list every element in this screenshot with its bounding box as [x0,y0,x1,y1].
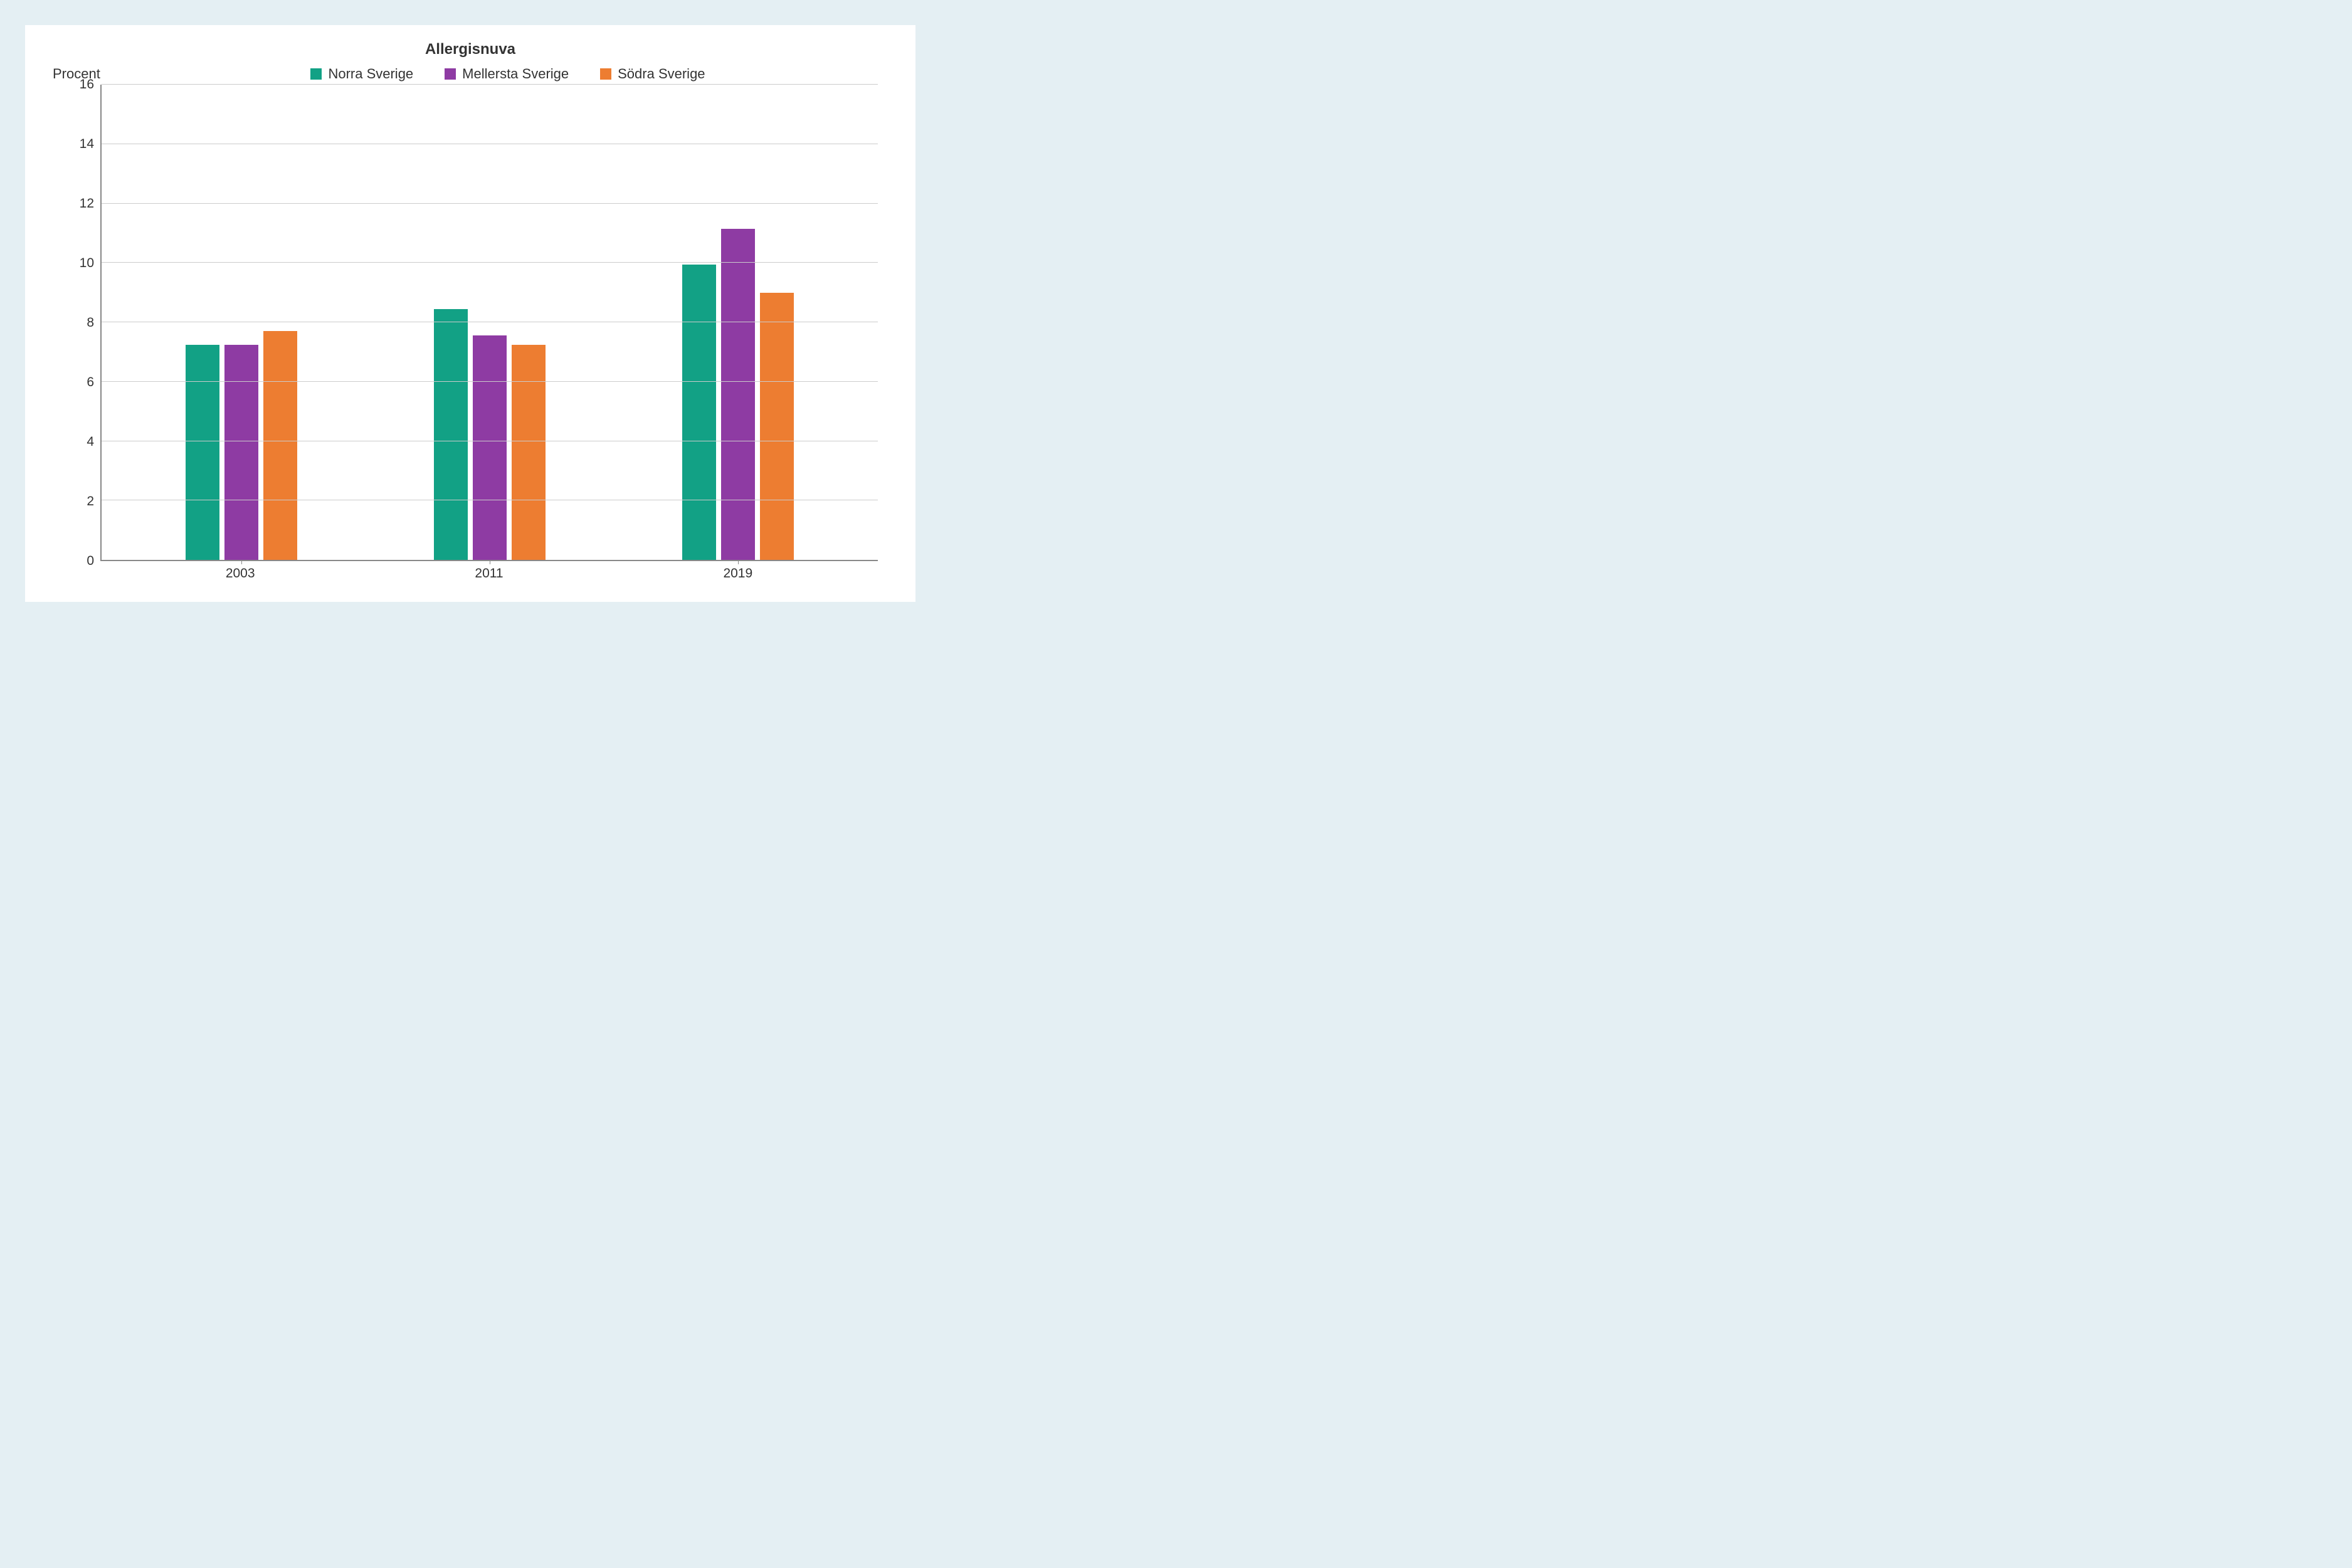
y-tick-label: 16 [63,77,94,92]
grid-line [102,203,878,204]
plot-area-wrap: 0246810121416 [100,85,878,561]
x-tick-label: 2019 [723,566,752,581]
y-tick-label: 8 [63,315,94,330]
y-tick-label: 6 [63,375,94,390]
y-tick-label: 4 [63,434,94,450]
legend-swatch [445,68,456,80]
legend-item: Norra Sverige [310,66,413,82]
y-tick-label: 14 [63,137,94,152]
x-tick-label: 2003 [226,566,255,581]
grid-line [102,84,878,85]
legend-label: Södra Sverige [618,66,705,82]
grid-line [102,262,878,263]
legend-label: Mellersta Sverige [462,66,569,82]
plot-area [100,85,878,561]
x-axis-ticks: 2003 2011 2019 [100,561,878,586]
legend-swatch [600,68,611,80]
bar [721,229,755,560]
y-axis-ticks: 0246810121416 [63,85,94,561]
bar [263,331,297,560]
legend-item: Mellersta Sverige [445,66,569,82]
y-tick-label: 12 [63,196,94,211]
legend-item: Södra Sverige [600,66,705,82]
bar [224,345,258,560]
bar [512,345,546,560]
x-tick-label: 2011 [475,566,503,581]
legend-swatch [310,68,322,80]
chart-title: Allergisnuva [50,41,890,58]
bar [434,309,468,560]
chart-card: Allergisnuva Procent Norra SverigeMeller… [25,25,915,602]
bar [682,265,716,560]
chart-header-row: Procent Norra SverigeMellersta SverigeSö… [50,66,890,82]
y-tick-label: 2 [63,494,94,509]
bar [473,335,507,560]
bar [186,345,219,560]
legend-label: Norra Sverige [328,66,413,82]
y-tick-label: 0 [63,554,94,569]
bars-layer [102,85,878,560]
bar [760,293,794,560]
chart-legend: Norra Sverige Mellersta Sverige Södra Sver… [125,66,890,82]
y-tick-label: 10 [63,256,94,271]
grid-line [102,381,878,382]
